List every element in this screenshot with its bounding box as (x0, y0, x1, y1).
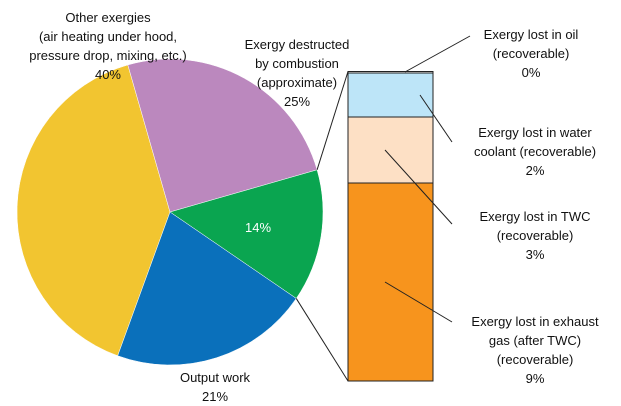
label-line: Output work (179, 370, 251, 385)
segment-label: Exergy lost in water coolant (recoverabl… (474, 123, 596, 180)
segment-label: Exergy lost in TWC (recoverable) 3% (479, 207, 590, 264)
leader-line (384, 281, 453, 323)
bar-segment (347, 182, 434, 382)
connector (316, 71, 349, 170)
label-line: Exergy lost in TWC (recoverable) (479, 209, 591, 243)
slice-label: Output work 21% (180, 368, 250, 406)
label-line: 40% (94, 67, 122, 82)
leader-line (404, 35, 471, 73)
bar-segment (347, 116, 434, 184)
connector (295, 298, 349, 382)
label-line: 21% (201, 389, 229, 404)
pie-slice (127, 58, 318, 213)
slice-label: 14% (245, 218, 271, 237)
label-line: 2% (525, 163, 545, 178)
slice-label: Exergy destructed by combustion (approxi… (245, 35, 350, 111)
label-line: 9% (525, 371, 545, 386)
label-line: Other exergies (air heating under hood, … (29, 10, 187, 63)
leader-line (419, 94, 453, 143)
label-line: Exergy lost in oil (recoverable) (483, 27, 579, 61)
label-line: 3% (525, 247, 545, 262)
pie-slice (117, 211, 297, 366)
segment-label: Exergy lost in oil (recoverable) 0% (484, 25, 579, 82)
pie-slice (169, 169, 324, 299)
label-line: Exergy destructed by combustion (approxi… (244, 37, 350, 90)
leader-line (384, 149, 453, 225)
slice-label: Other exergies (air heating under hood, … (29, 8, 187, 84)
pie-slice (16, 64, 171, 357)
label-line: 14% (244, 220, 272, 235)
label-line: Exergy lost in water coolant (recoverabl… (473, 125, 597, 159)
label-line: 25% (283, 94, 311, 109)
segment-label: Exergy lost in exhaust gas (after TWC) (… (471, 312, 598, 388)
bar-outline (347, 71, 434, 382)
label-line: 0% (521, 65, 541, 80)
label-line: Exergy lost in exhaust gas (after TWC) (… (471, 314, 599, 367)
